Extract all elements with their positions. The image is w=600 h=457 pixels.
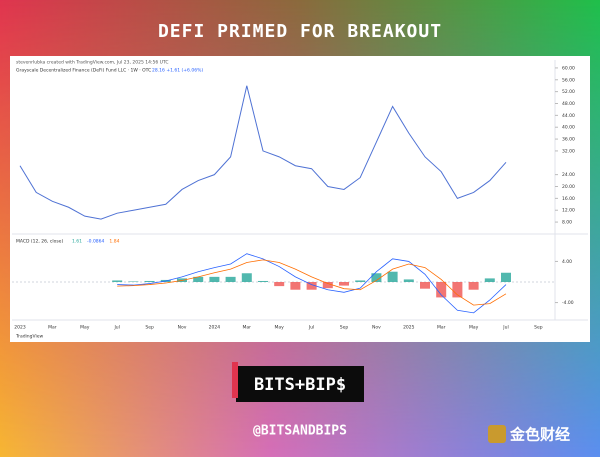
x-tick-label: Nov: [372, 325, 381, 331]
source: TradingView: [15, 334, 44, 340]
histogram-bar: [193, 276, 204, 282]
y-tick-label: 40.00: [562, 125, 575, 131]
histogram-bar: [355, 280, 366, 282]
histogram-bar: [436, 282, 447, 298]
x-tick-label: Sep: [145, 325, 154, 331]
x-tick-label: Sep: [340, 325, 349, 331]
y-tick-label: 48.00: [562, 101, 575, 107]
y-tick-label: 20.00: [562, 184, 575, 190]
y-tick-label: 24.00: [562, 172, 575, 178]
x-tick-label: 2023: [14, 325, 26, 331]
y-tick-label: 52.00: [562, 89, 575, 95]
title: DEFI PRIMED FOR BREAKOUT: [158, 21, 442, 42]
histogram-bar: [225, 276, 236, 282]
y-tick-label: 16.00: [562, 196, 575, 202]
macd-line: [117, 253, 507, 314]
handle: @BITSANDBIPS: [253, 424, 347, 439]
histogram-bar: [290, 282, 301, 290]
x-tick-label: Mar: [243, 325, 252, 331]
histogram-bar: [209, 276, 220, 282]
histogram-bar: [306, 282, 317, 290]
histogram-bar: [241, 273, 252, 282]
x-tick-label: May: [80, 325, 90, 331]
series-label: Grayscale Decentralized Finance (DeFi) F…: [16, 68, 151, 74]
histogram-bar: [112, 280, 123, 282]
logo: BITS+BIP$: [232, 362, 364, 402]
x-tick-label: Nov: [178, 325, 187, 331]
watermark: 金色财经: [509, 426, 570, 444]
histogram-bar: [484, 278, 495, 282]
legend-values: 28.16 +1.61 (+6.06%): [152, 68, 203, 74]
y-tick-label: 8.00: [562, 220, 572, 226]
histogram-bar: [274, 282, 285, 287]
y-tick-label: 44.00: [562, 113, 575, 119]
x-tick-label: Mar: [437, 325, 446, 331]
chart-card: [10, 56, 590, 342]
histogram-bar: [420, 282, 430, 289]
x-tick-label: Sep: [534, 325, 543, 331]
histogram-bar: [144, 280, 155, 282]
x-tick-label: 2025: [403, 325, 415, 331]
x-tick-label: May: [275, 325, 285, 331]
x-tick-label: Jul: [308, 325, 314, 331]
x-tick-label: Mar: [48, 325, 57, 331]
y-tick-label: 32.00: [562, 148, 575, 154]
subtitle: stevenrlubka created with TradingView.co…: [16, 60, 169, 66]
histogram-bar: [128, 281, 139, 282]
histogram-bar: [468, 282, 479, 290]
histogram-bar: [387, 271, 398, 282]
histogram-bar: [258, 280, 268, 282]
histogram-bar: [403, 279, 414, 282]
x-tick-label: Jul: [113, 325, 119, 331]
legend-value: -0.0864: [87, 239, 105, 245]
y-tick-label: 4.00: [562, 259, 572, 265]
macd-title: MACD (12, 26, close): [16, 239, 63, 245]
x-tick-label: May: [469, 325, 479, 331]
histogram-bar: [371, 273, 382, 282]
y-tick-label: -4.00: [562, 300, 574, 306]
histogram-bar: [339, 282, 349, 286]
x-tick-label: 2024: [209, 325, 221, 331]
logo-text: BITS+BIP$: [254, 375, 346, 395]
price-line: [19, 85, 507, 220]
logo-box: [236, 366, 364, 402]
y-tick-label: 12.00: [562, 208, 575, 214]
x-tick-label: Jul: [502, 325, 508, 331]
macd-line: [117, 259, 507, 306]
y-tick-label: 36.00: [562, 137, 575, 143]
watermark-icon: [488, 425, 506, 443]
histogram-bar: [452, 282, 463, 298]
y-tick-label: 60.00: [562, 65, 575, 71]
histogram-bar: [501, 272, 511, 282]
legend-value: 1.61: [72, 239, 82, 245]
legend-value: 1.84: [109, 239, 119, 245]
y-tick-label: 56.00: [562, 77, 575, 83]
logo-accent: [232, 362, 238, 398]
histogram-bar: [322, 282, 333, 289]
